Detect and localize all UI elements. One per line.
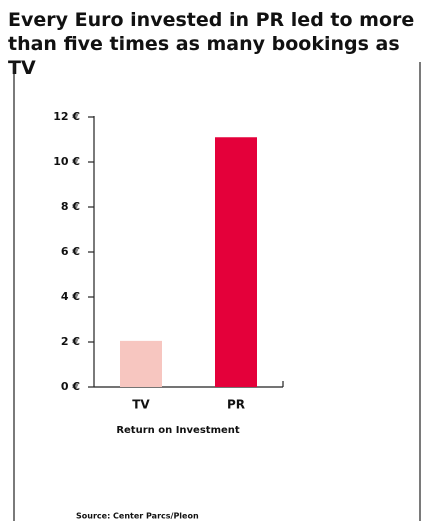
x-axis-label: Return on Investment xyxy=(116,425,240,436)
chart-title: Every Euro invested in PR led to more th… xyxy=(8,9,415,79)
x-tick-label: PR xyxy=(227,398,245,412)
y-tick-label: 10 € xyxy=(53,155,80,168)
y-tick-label: 0 € xyxy=(61,380,80,393)
y-tick-label: 12 € xyxy=(53,110,80,123)
y-tick-label: 2 € xyxy=(61,335,80,348)
bar xyxy=(215,137,257,387)
bar xyxy=(120,340,162,387)
y-tick-label: 6 € xyxy=(61,245,80,258)
source: Source: Center Parcs/Pleon xyxy=(76,512,199,521)
y-tick-label: 8 € xyxy=(61,200,80,213)
y-tick-label: 4 € xyxy=(61,290,80,303)
x-tick-label: TV xyxy=(132,398,150,412)
